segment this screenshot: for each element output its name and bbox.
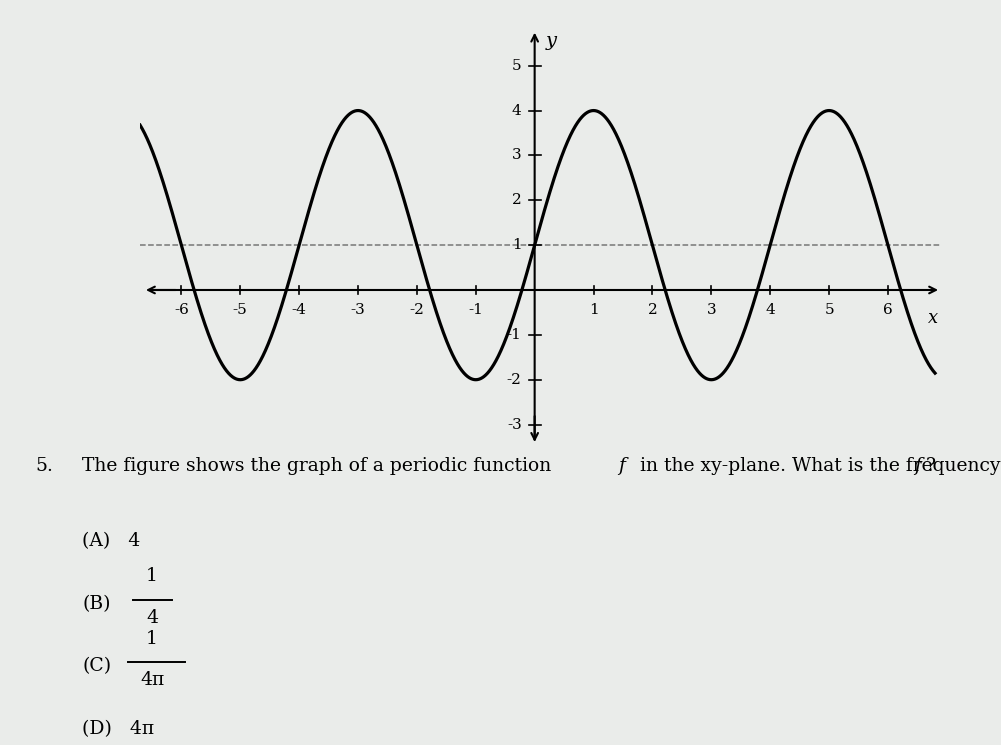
Text: 4: 4 xyxy=(766,302,775,317)
Text: 2: 2 xyxy=(648,302,658,317)
Text: -2: -2 xyxy=(409,302,424,317)
Text: -4: -4 xyxy=(291,302,306,317)
Text: 6: 6 xyxy=(883,302,893,317)
Text: f: f xyxy=(619,457,626,475)
Text: (C): (C) xyxy=(82,657,111,676)
Text: 1: 1 xyxy=(146,630,158,648)
Text: 1: 1 xyxy=(512,238,522,252)
Text: f: f xyxy=(914,457,921,475)
Text: -6: -6 xyxy=(174,302,189,317)
Text: -1: -1 xyxy=(507,328,522,342)
Text: x: x xyxy=(928,309,938,327)
Text: -3: -3 xyxy=(507,417,522,431)
Text: y: y xyxy=(546,32,557,50)
Text: (A)   4: (A) 4 xyxy=(82,532,140,551)
Text: 2: 2 xyxy=(512,193,522,207)
Text: 3: 3 xyxy=(513,148,522,162)
Text: (D)   4π: (D) 4π xyxy=(82,720,154,738)
Text: -5: -5 xyxy=(233,302,247,317)
Text: 4: 4 xyxy=(512,104,522,118)
Text: ?: ? xyxy=(926,457,936,475)
Text: 1: 1 xyxy=(589,302,599,317)
Text: -1: -1 xyxy=(468,302,483,317)
Text: 5: 5 xyxy=(513,59,522,73)
Text: -3: -3 xyxy=(350,302,365,317)
Text: 4π: 4π xyxy=(140,671,164,689)
Text: 4: 4 xyxy=(146,609,158,627)
Text: 5: 5 xyxy=(824,302,834,317)
Text: -2: -2 xyxy=(507,372,522,387)
Text: 3: 3 xyxy=(707,302,716,317)
Text: 5.: 5. xyxy=(35,457,53,475)
Text: 1: 1 xyxy=(146,568,158,586)
Text: The figure shows the graph of a periodic function: The figure shows the graph of a periodic… xyxy=(82,457,558,475)
Text: (B): (B) xyxy=(82,595,110,613)
Text: in the xy-plane. What is the frequency of: in the xy-plane. What is the frequency o… xyxy=(634,457,1001,475)
